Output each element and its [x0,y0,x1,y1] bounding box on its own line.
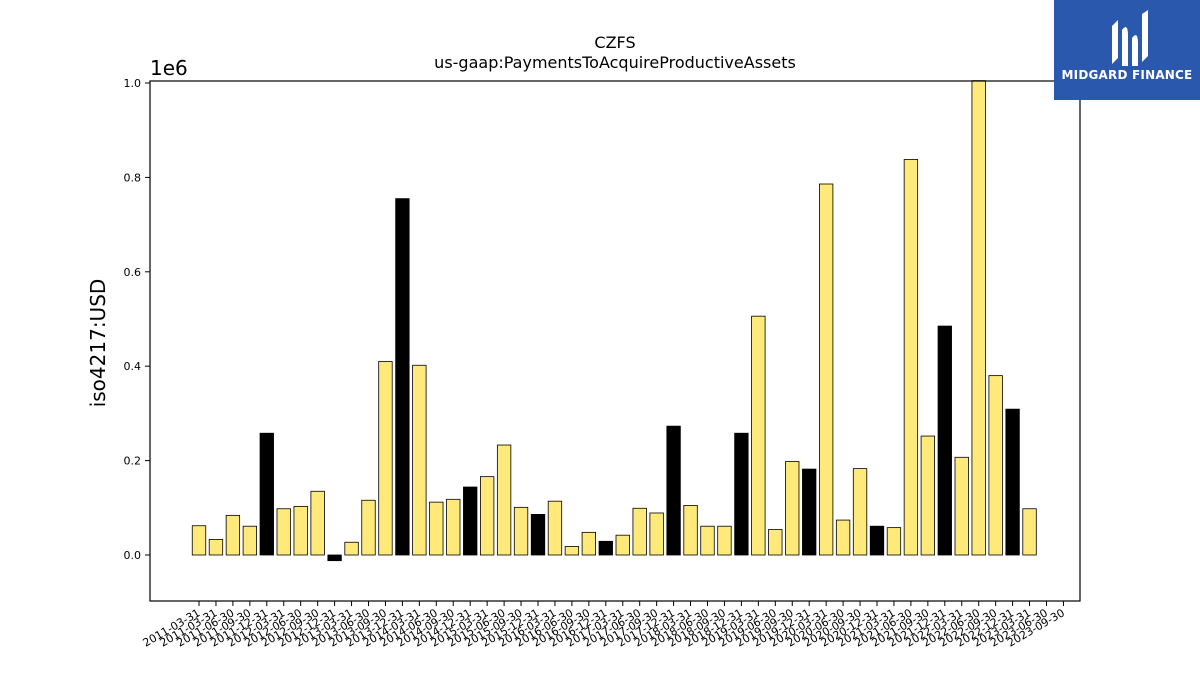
bar [259,432,274,556]
bar [564,546,580,556]
bar [598,540,613,556]
bar [666,425,681,556]
bars-group [191,80,1037,562]
bar [191,525,207,556]
bar [496,444,512,556]
bar [717,525,732,556]
x-axis-ticks: 2011-03-312011-03-312011-06-302011-09-30… [141,601,1067,650]
bar [835,519,851,556]
bar [869,525,885,556]
bar [293,505,308,556]
y-tick-label: 1.0 [124,77,142,90]
bar [785,461,800,556]
bar [852,468,868,556]
bar [988,375,1003,556]
y-tick-label: 0.6 [124,266,142,279]
bar [310,490,325,556]
bar [547,500,563,556]
bar [208,539,224,556]
bar [1005,408,1020,556]
bar [954,456,969,556]
bar [700,525,715,556]
bar [479,476,495,556]
bar [819,183,834,556]
bar [632,507,647,556]
bar [649,512,664,556]
bar [530,514,546,556]
bar [937,325,952,556]
bar [361,499,376,556]
y-tick-label: 0.2 [124,455,142,468]
bar [615,534,630,556]
bar [225,514,241,556]
midgard-logo: MIDGARD FINANCE [1054,0,1200,100]
chart-title: CZFS [594,33,635,52]
bar [802,468,817,556]
bar [412,364,427,556]
chart-subtitle: us-gaap:PaymentsToAcquireProductiveAsset… [434,53,796,72]
bar [378,361,393,556]
bar [751,315,766,556]
bar [276,508,291,556]
y-tick-label: 0.8 [124,171,142,184]
bar [971,80,986,556]
bar [344,541,359,556]
bar [1022,508,1037,556]
midgard-logo-icon [1112,10,1148,66]
bar [903,159,919,556]
logo-text: MIDGARD FINANCE [1061,68,1193,82]
y-scale-label: 1e6 [150,56,188,80]
bar [463,486,478,556]
bar [920,435,935,556]
bar [446,498,461,556]
bar [395,198,410,556]
bar [768,529,783,556]
bar [683,505,698,556]
bar [513,506,529,556]
bar [734,432,749,556]
y-axis-ticks: 0.0 0.2 0.4 0.6 0.8 1.0 [124,77,150,562]
bar [242,525,258,556]
plot-frame [149,80,1081,602]
bar [327,554,342,562]
y-tick-label: 0.4 [124,360,142,373]
y-tick-label: 0.0 [124,549,142,562]
bar [429,501,444,556]
y-axis-label: iso4217:USD [86,279,110,408]
bar [581,531,596,556]
bar [886,527,902,556]
